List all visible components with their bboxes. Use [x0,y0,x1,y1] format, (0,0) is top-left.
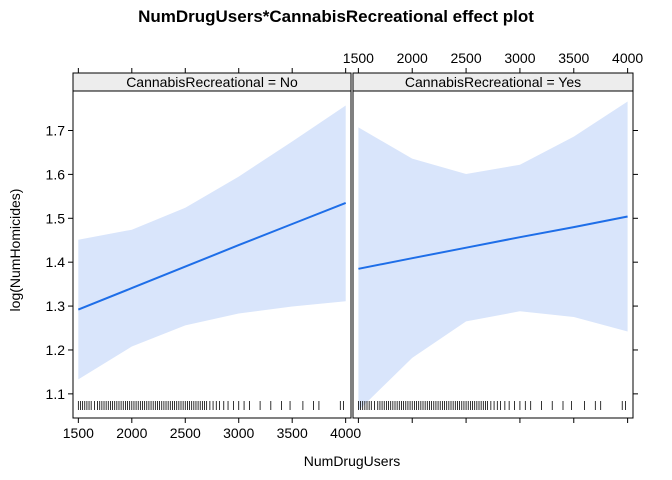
x-tick-label: 2000 [397,50,428,66]
y-tick-label: 1.1 [46,386,66,402]
fit-line [358,215,628,270]
x-tick-label: 3000 [223,425,254,441]
y-tick-label: 1.3 [46,298,66,314]
x-tick-label: 2000 [116,425,147,441]
y-tick-label: 1.7 [46,123,66,139]
fit-line [77,201,347,311]
x-axis-label: NumDrugUsers [304,453,400,469]
x-tick-label: 1500 [343,50,374,66]
x-tick-label: 4000 [612,50,643,66]
panel-strip-label: CannabisRecreational = No [126,74,298,90]
panel-frame [352,90,634,419]
y-tick-label: 1.4 [46,254,66,270]
x-tick-label: 3500 [558,50,589,66]
x-tick-label: 3500 [277,425,308,441]
y-tick-label: 1.2 [46,342,66,358]
panels-layer: CannabisRecreational = No 1500 2000 2500 300… [46,50,644,441]
y-axis-label: log(NumHomicides) [7,189,23,312]
confidence-band [358,101,628,411]
x-tick-label: 1500 [63,425,94,441]
x-tick-label: 2500 [170,425,201,441]
panel-strip-label: CannabisRecreational = Yes [405,74,581,90]
x-tick-label: 2500 [450,50,481,66]
confidence-band [78,105,346,380]
x-tick-label: 4000 [330,425,361,441]
x-tick-label: 3000 [504,50,535,66]
chart-title: NumDrugUsers*CannabisRecreational effect… [138,7,534,26]
y-tick-label: 1.5 [46,210,66,226]
y-tick-label: 1.6 [46,166,66,182]
panel-frame [72,90,352,419]
